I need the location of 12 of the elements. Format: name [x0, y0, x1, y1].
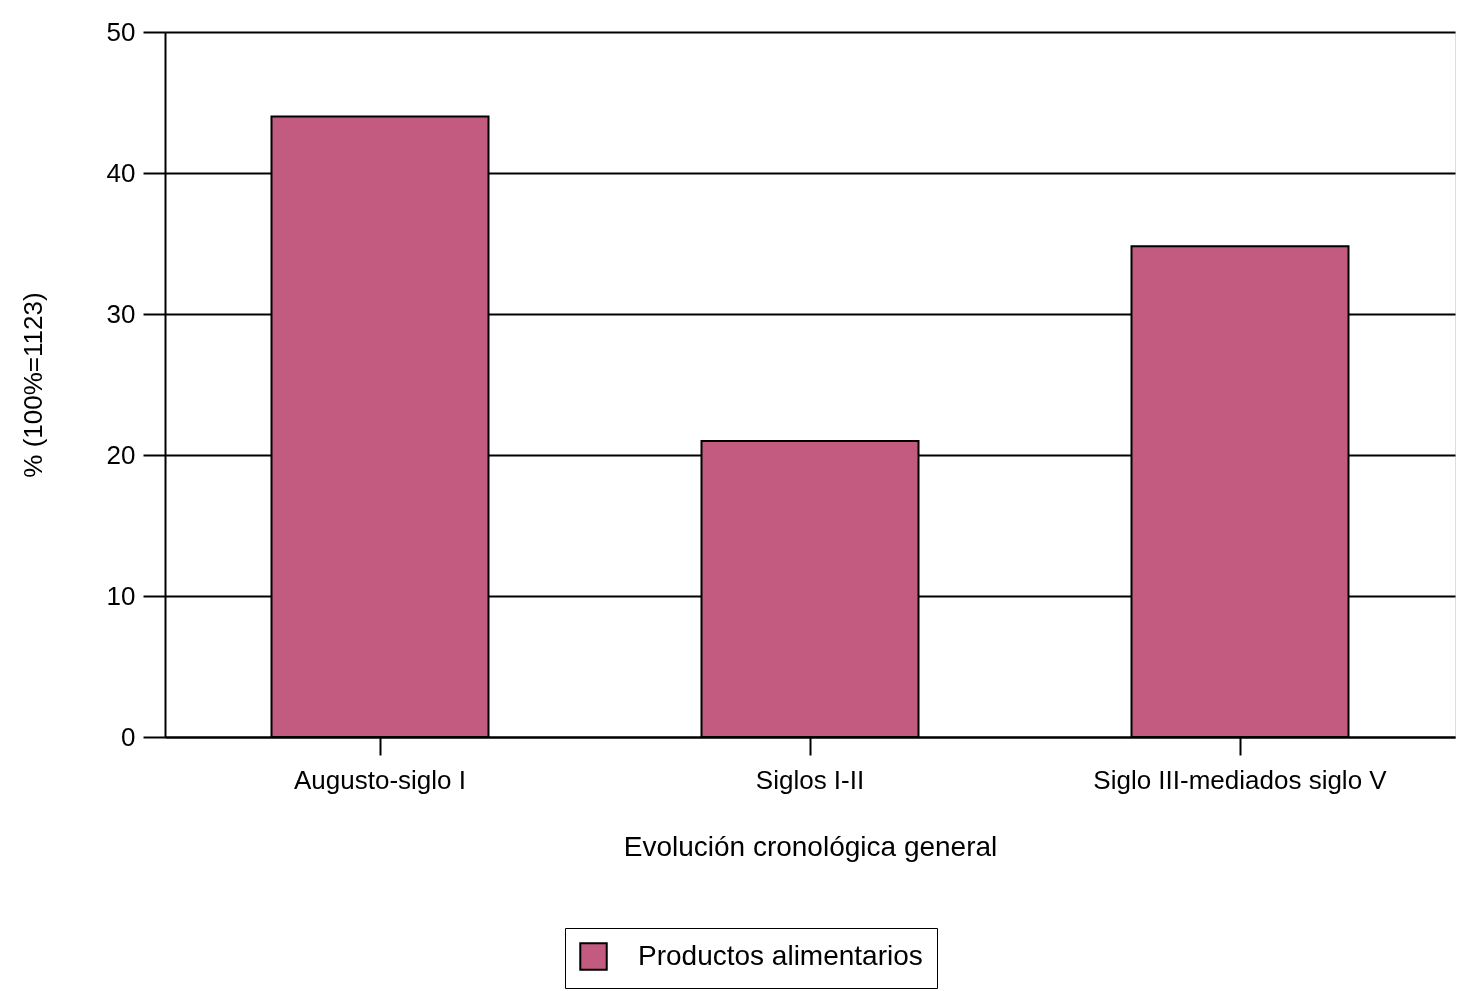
legend-label: Productos alimentarios	[638, 939, 923, 971]
x-tick-label: Augusto-siglo I	[294, 764, 466, 795]
y-tick-label: 30	[106, 298, 136, 329]
x-axis-title: Evolución cronológica general	[623, 830, 998, 862]
y-tick-label: 0	[121, 721, 136, 752]
x-tick-label: Siglos I-II	[755, 764, 865, 795]
y-tick-label: 10	[106, 580, 136, 611]
y-tick-label: 40	[106, 157, 136, 188]
y-axis-title: % (100%=1123)	[17, 292, 48, 478]
y-tick-label: 20	[106, 439, 136, 470]
x-tick-label: Siglo III-mediados siglo V	[1093, 764, 1388, 795]
y-tick-label: 50	[106, 16, 136, 47]
